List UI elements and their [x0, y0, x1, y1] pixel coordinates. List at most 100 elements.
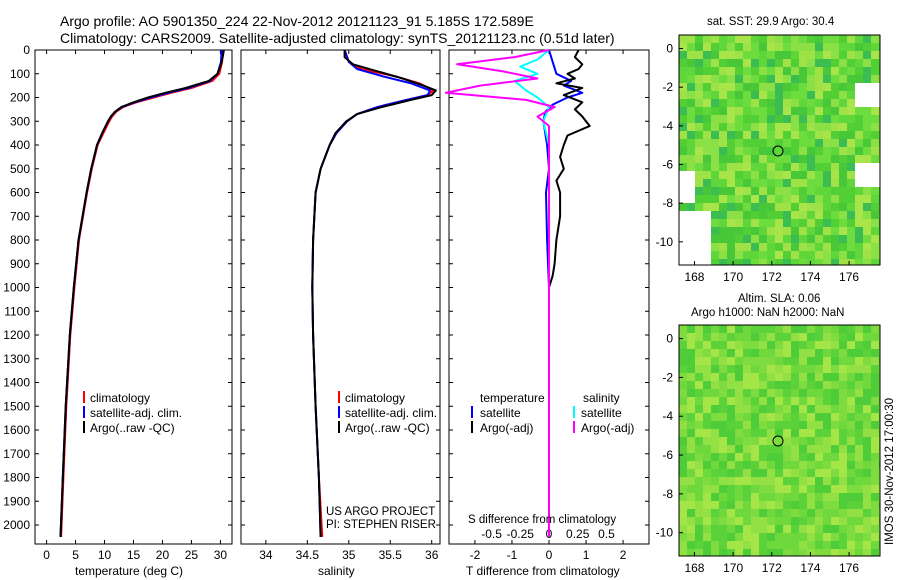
map-cell — [751, 147, 759, 155]
map-cell — [759, 203, 767, 211]
map-cell — [751, 131, 759, 139]
map-cell — [679, 381, 687, 389]
map-cell — [711, 445, 719, 453]
map-cell — [847, 533, 855, 541]
map-cell — [807, 131, 815, 139]
map-cell — [711, 437, 719, 445]
map-cell — [727, 349, 735, 357]
map-cell — [767, 373, 775, 381]
map-cell — [783, 341, 791, 349]
map-cell — [863, 381, 871, 389]
map-cell — [727, 501, 735, 509]
map-cell — [687, 195, 695, 203]
map-cell — [815, 259, 823, 265]
map-cell — [783, 131, 791, 139]
map-cell — [823, 429, 831, 437]
map-cell — [815, 43, 823, 51]
map-cell — [799, 123, 807, 131]
map-cell — [791, 437, 799, 445]
map-cell — [759, 155, 767, 163]
map-cell — [719, 493, 727, 501]
map-cell — [751, 445, 759, 453]
map-cell — [735, 437, 743, 445]
map-cell — [799, 155, 807, 163]
map-cell — [735, 35, 743, 43]
map-cell — [679, 509, 687, 517]
map-cell — [855, 219, 863, 227]
map-cell — [735, 163, 743, 171]
map-cell — [799, 461, 807, 469]
map-cell — [751, 67, 759, 75]
map-cell — [695, 203, 703, 211]
map-cell — [703, 99, 711, 107]
map-cell — [711, 357, 719, 365]
map-cell — [695, 67, 703, 75]
map-cell — [783, 533, 791, 541]
map-cell — [847, 421, 855, 429]
map-cell — [823, 533, 831, 541]
s-difference-axis-label: S difference from climatology — [468, 514, 616, 526]
map-cell — [783, 397, 791, 405]
map-cell — [703, 461, 711, 469]
map-cell — [839, 333, 847, 341]
map-cell — [855, 91, 863, 99]
map-cell — [855, 43, 863, 51]
map-cell — [775, 243, 783, 251]
map-cell — [719, 131, 727, 139]
map-cell — [863, 235, 871, 243]
map-cell — [751, 91, 759, 99]
map-cell — [703, 211, 711, 219]
map-x-tick-label: 174 — [800, 561, 820, 575]
map-cell — [791, 333, 799, 341]
map-cell — [727, 389, 735, 397]
map-cell — [871, 501, 879, 509]
map-cell — [711, 123, 719, 131]
map-cell — [871, 91, 879, 99]
map-cell — [855, 485, 863, 493]
map-cell — [719, 325, 727, 333]
depth-tick-label: 600 — [10, 186, 30, 200]
map-cell — [799, 75, 807, 83]
map-cell — [727, 517, 735, 525]
map-cell — [735, 421, 743, 429]
map-cell — [847, 147, 855, 155]
map-cell — [751, 493, 759, 501]
map-cell — [711, 67, 719, 75]
map-cell — [871, 163, 879, 171]
map-cell — [767, 525, 775, 533]
map-cell — [703, 155, 711, 163]
map-cell — [727, 381, 735, 389]
map-cell — [775, 509, 783, 517]
map-cell — [863, 99, 871, 107]
map-cell — [863, 477, 871, 485]
map-cell — [679, 453, 687, 461]
map-cell — [695, 413, 703, 421]
map-cell — [767, 461, 775, 469]
map-cell — [687, 219, 695, 227]
map-cell — [719, 187, 727, 195]
map-cell — [783, 75, 791, 83]
depth-tick-label: 900 — [10, 257, 30, 271]
map-cell — [807, 211, 815, 219]
map-cell — [695, 429, 703, 437]
map-cell — [735, 549, 743, 556]
sla-map-cells — [679, 325, 880, 556]
map-cell — [735, 501, 743, 509]
map-cell — [695, 341, 703, 349]
map-cell — [711, 187, 719, 195]
map-cell — [679, 75, 687, 83]
map-cell — [743, 349, 751, 357]
map-cell — [735, 469, 743, 477]
map-cell — [839, 51, 847, 59]
map-cell — [751, 219, 759, 227]
salinity-x-axis: 34 34.5 35 35.5 36 — [259, 50, 439, 562]
map-cell — [719, 251, 727, 259]
map-cell — [719, 485, 727, 493]
map-cell — [847, 549, 855, 556]
map-cell — [815, 51, 823, 59]
map-y-tick-label: -6 — [662, 157, 673, 171]
map-cell — [703, 373, 711, 381]
map-cell — [743, 389, 751, 397]
map-y-tick-label: -2 — [662, 80, 673, 94]
